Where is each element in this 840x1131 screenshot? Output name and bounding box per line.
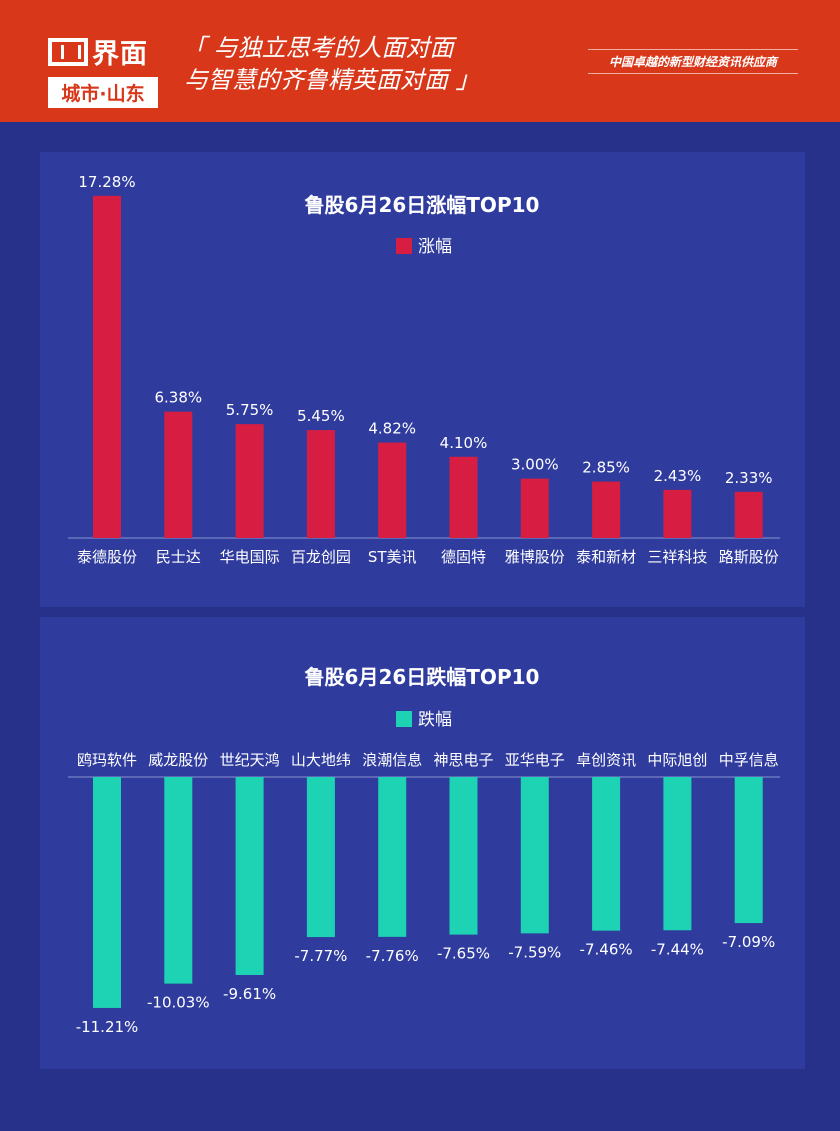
data-label: 17.28%: [78, 173, 135, 191]
chart-title: 鲁股6月26日涨幅TOP10: [305, 193, 540, 217]
category-label: 中孚信息: [719, 751, 779, 769]
losers-panel: 鲁股6月26日跌幅TOP10 跌幅 -11.21% 鸥玛软件 -10.03% 威龙股份 -9…: [40, 617, 805, 1069]
category-label: 三祥科技: [647, 548, 707, 566]
data-label: -10.03%: [147, 994, 210, 1012]
data-label: 5.45%: [297, 407, 345, 425]
bar-7: [520, 478, 549, 538]
data-label: -7.76%: [366, 947, 419, 965]
data-label: 5.75%: [226, 401, 274, 419]
gainers-panel: 鲁股6月26日涨幅TOP10 涨幅 17.28% 泰德股份 6.38% 民士达 5.75% 华…: [40, 152, 805, 607]
slogan-line-2: 与智慧的齐鲁精英面对面 」: [184, 66, 480, 94]
category-label: 中际旭创: [647, 751, 707, 769]
legend-label: 跌幅: [418, 710, 452, 730]
legend-label: 涨幅: [418, 237, 452, 257]
bar-3: [235, 777, 264, 975]
category-label: 路斯股份: [719, 548, 779, 566]
slogan-line-1: 「 与独立思考的人面对面: [182, 34, 454, 62]
bar-8: [592, 777, 621, 931]
data-label: 2.85%: [582, 459, 630, 477]
bar-4: [306, 777, 335, 938]
losers-chart: 鲁股6月26日跌幅TOP10 跌幅 -11.21% 鸥玛软件 -10.03% 威龙股份 -9…: [68, 665, 780, 1036]
bar-10: [734, 777, 763, 924]
legend-swatch: [396, 711, 412, 727]
category-label: 卓创资讯: [576, 751, 636, 769]
bar-3: [235, 424, 264, 538]
bar-5: [378, 777, 407, 937]
category-label: 威龙股份: [148, 751, 208, 769]
bar-8: [592, 481, 621, 538]
category-label: ST美讯: [368, 548, 417, 566]
data-label: -7.46%: [580, 941, 633, 959]
slogan: 「 与独立思考的人面对面 与智慧的齐鲁精英面对面 」: [182, 32, 480, 96]
bar-10: [734, 491, 763, 538]
category-label: 泰和新材: [576, 548, 636, 566]
category-label: 民士达: [156, 548, 201, 566]
data-label: 2.43%: [654, 467, 702, 485]
category-label: 山大地纬: [291, 751, 351, 769]
brand-logo: 界面 城市·山东: [48, 32, 160, 108]
category-label: 德固特: [441, 548, 486, 566]
category-label: 浪潮信息: [362, 751, 422, 769]
bar-4: [306, 430, 335, 538]
data-label: 6.38%: [154, 389, 202, 407]
bar-9: [663, 489, 692, 538]
category-label: 亚华电子: [505, 751, 565, 769]
data-label: -9.61%: [223, 985, 276, 1003]
data-label: 3.00%: [511, 456, 559, 474]
bar-1: [93, 195, 121, 538]
category-label: 百龙创园: [291, 548, 351, 566]
category-label: 泰德股份: [77, 548, 137, 566]
data-label: 4.10%: [440, 434, 488, 452]
data-label: -7.65%: [437, 945, 490, 963]
data-label: -7.09%: [722, 933, 775, 951]
bar-6: [449, 456, 478, 538]
category-label: 神思电子: [433, 751, 493, 769]
bar-2: [164, 411, 193, 538]
logo-subtitle: 城市·山东: [48, 77, 158, 108]
legend-swatch: [396, 238, 412, 254]
data-label: -7.44%: [651, 940, 704, 958]
data-label: -11.21%: [76, 1018, 139, 1036]
bar-7: [520, 777, 549, 934]
header-banner: 界面 城市·山东 「 与独立思考的人面对面 与智慧的齐鲁精英面对面 」 中国卓越…: [0, 0, 840, 122]
gainers-chart: 鲁股6月26日涨幅TOP10 涨幅 17.28% 泰德股份 6.38% 民士达 5.75% 华…: [68, 173, 780, 566]
logo-mark-icon: [48, 37, 88, 66]
data-label: -7.59%: [508, 943, 561, 961]
chart-title: 鲁股6月26日跌幅TOP10: [305, 665, 540, 689]
bar-1: [93, 777, 121, 1008]
bar-5: [378, 442, 407, 538]
category-label: 雅博股份: [505, 548, 565, 566]
bar-9: [663, 777, 692, 931]
data-label: 2.33%: [725, 469, 773, 487]
tagline: 中国卓越的新型财经资讯供应商: [588, 49, 798, 74]
category-label: 鸥玛软件: [77, 751, 137, 769]
category-label: 世纪天鸿: [220, 751, 280, 769]
bar-6: [449, 777, 478, 935]
data-label: 4.82%: [368, 420, 416, 438]
category-label: 华电国际: [220, 548, 280, 566]
data-label: -7.77%: [294, 947, 347, 965]
bar-2: [164, 777, 193, 984]
logo-name: 界面: [92, 39, 148, 70]
